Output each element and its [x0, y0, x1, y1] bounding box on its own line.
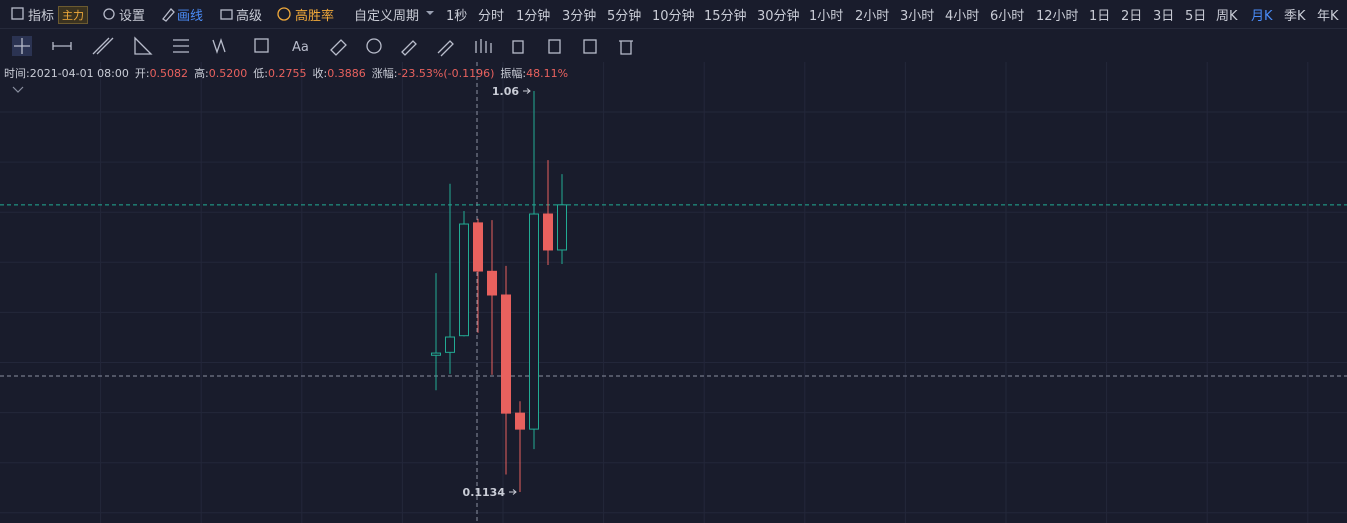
tool-triangle[interactable]	[134, 36, 153, 55]
candle-body	[543, 213, 553, 251]
info-value: -23.53%(-0.1196)	[397, 67, 495, 80]
tool-copy[interactable]	[548, 39, 561, 54]
settings[interactable]: 设置	[119, 9, 146, 24]
period[interactable]: 3小时	[900, 9, 935, 24]
period[interactable]: 5日	[1185, 9, 1207, 24]
tool-candles[interactable]	[475, 39, 492, 53]
tool-fib[interactable]	[173, 39, 189, 53]
period[interactable]: 15分钟	[704, 9, 747, 24]
period[interactable]: 1日	[1089, 9, 1111, 24]
info-label: 涨幅:	[371, 67, 398, 80]
candle-body	[445, 336, 455, 353]
candle-body	[557, 204, 567, 251]
candle-body	[515, 412, 525, 430]
max-label: 1.06	[492, 85, 519, 98]
tool-wave[interactable]	[212, 37, 226, 55]
info-value: 0.3886	[327, 67, 366, 80]
info-item: 收:0.3886	[313, 67, 372, 80]
period[interactable]: 5分钟	[607, 9, 642, 24]
info-label: 高:	[194, 67, 209, 80]
drawing-tools: Aa	[12, 36, 633, 57]
tool-ruler[interactable]	[401, 40, 417, 56]
info-value: 0.5200	[208, 67, 248, 80]
candle-body	[431, 352, 441, 356]
info-item: 涨幅:-23.53%(-0.1196)	[372, 67, 501, 80]
win-rate[interactable]: 高胜率	[295, 9, 335, 24]
period[interactable]: 10分钟	[652, 9, 695, 24]
win-rate-icon	[277, 7, 291, 21]
period[interactable]: 年K	[1317, 9, 1339, 24]
top-toolbar: 指标 主力 设置 画线 高级 高胜率 自定义周期 1秒 分时 1分钟 3分钟 5分钟 10…	[0, 0, 1347, 29]
period[interactable]: 季K	[1284, 9, 1306, 24]
period[interactable]: 2日	[1121, 9, 1143, 24]
advanced-icon	[220, 9, 233, 20]
info-label: 开:	[134, 67, 150, 80]
indicator-icon	[11, 7, 24, 20]
info-value: 2021-04-01 08:00	[29, 67, 129, 80]
info-value: 48.11%	[526, 67, 569, 80]
tool-delete[interactable]	[619, 40, 633, 55]
settings-icon	[103, 8, 115, 20]
tool-channel[interactable]	[92, 37, 114, 55]
candle-body	[487, 270, 497, 296]
candle-body	[473, 222, 483, 272]
info-value: 0.5082	[149, 67, 189, 80]
info-item: 振幅:48.11%	[500, 67, 574, 80]
period[interactable]: 4小时	[945, 9, 980, 24]
period[interactable]: 月K	[1251, 9, 1273, 24]
period[interactable]: 2小时	[855, 9, 890, 24]
info-label: 收:	[312, 67, 328, 80]
advanced[interactable]: 高级	[236, 9, 263, 24]
candle-body	[529, 213, 539, 430]
caret	[426, 11, 434, 15]
period[interactable]: 1秒	[446, 9, 468, 24]
period[interactable]: 12小时	[1036, 9, 1079, 24]
info-label: 时间:	[4, 67, 30, 80]
draw[interactable]: 画线	[177, 9, 204, 24]
tool-pen[interactable]	[437, 40, 454, 57]
period[interactable]: 3日	[1153, 9, 1175, 24]
min-arrow	[509, 489, 517, 495]
info-label: 低:	[253, 67, 268, 80]
tool-hide[interactable]	[366, 38, 382, 54]
tool-line[interactable]	[52, 42, 72, 50]
candle-body	[501, 294, 511, 414]
custom-period[interactable]: 自定义周期	[354, 9, 420, 24]
collapse-icon	[12, 86, 24, 93]
tool-lock[interactable]	[512, 40, 524, 54]
tool-edit[interactable]	[583, 39, 597, 54]
candle-body	[459, 223, 469, 337]
period[interactable]: 分时	[478, 9, 505, 24]
collapse[interactable]	[10, 84, 30, 96]
period[interactable]: 30分钟	[757, 9, 800, 24]
toolbar-icons	[11, 7, 434, 22]
tool-measure[interactable]	[330, 39, 347, 56]
ohlc-info: 时间:2021-04-01 08:00 开:0.5082 高:0.5200 低:0.2…	[4, 65, 574, 81]
info-label: 振幅:	[500, 67, 527, 80]
period[interactable]: 6小时	[990, 9, 1025, 24]
info-value: 0.2755	[268, 67, 307, 80]
tool-crosshair-icon	[14, 38, 30, 54]
period[interactable]: 1分钟	[516, 9, 551, 24]
tool-text[interactable]: Aa	[292, 40, 309, 55]
info-item: 低:0.2755	[253, 67, 312, 80]
min-label: 0.1134	[463, 486, 506, 499]
tool-rect[interactable]	[254, 38, 269, 53]
info-item: 高:0.5200	[194, 67, 253, 80]
max-arrow	[523, 88, 531, 94]
draw-icon	[162, 8, 175, 22]
indicator[interactable]: 指标	[28, 9, 55, 24]
info-item: 开:0.5082	[135, 67, 194, 80]
period[interactable]: 周K	[1216, 9, 1238, 24]
info-item: 时间:2021-04-01 08:00	[4, 67, 135, 80]
period[interactable]: 3分钟	[562, 9, 597, 24]
indicator-badge[interactable]: 主力	[58, 6, 88, 24]
period[interactable]: 1小时	[809, 9, 844, 24]
